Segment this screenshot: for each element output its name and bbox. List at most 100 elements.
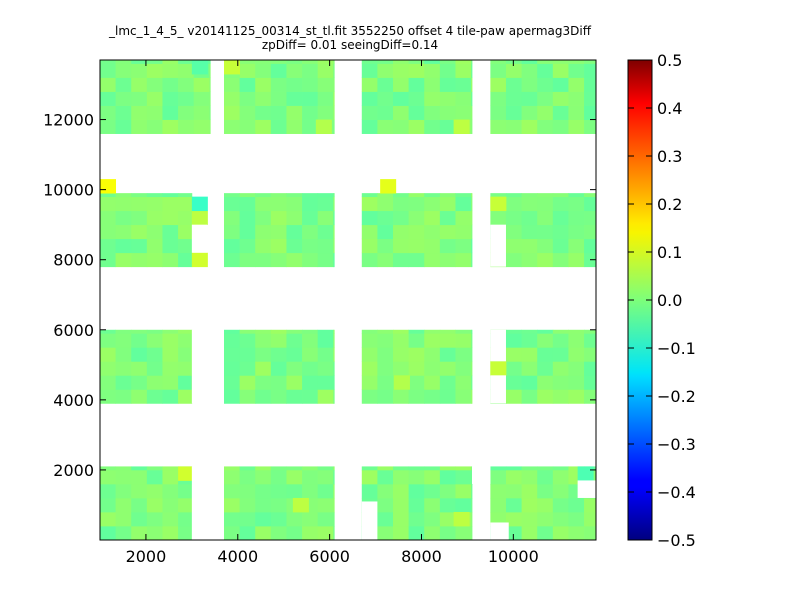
heatmap-cell bbox=[439, 361, 456, 376]
heatmap-cell bbox=[193, 77, 210, 92]
heatmap-cell bbox=[317, 329, 334, 334]
colorbar-tick-label: 0.1 bbox=[657, 243, 682, 262]
heatmap-cell bbox=[162, 119, 179, 134]
heatmap-cell bbox=[178, 196, 193, 212]
heatmap-cell bbox=[286, 469, 303, 485]
heatmap-cell bbox=[584, 525, 596, 540]
heatmap-cell bbox=[424, 224, 441, 240]
heatmap-cell bbox=[317, 347, 334, 362]
heatmap-cell bbox=[270, 63, 287, 78]
heatmap-cell bbox=[178, 210, 193, 226]
heatmap-empty-cell bbox=[490, 375, 506, 404]
heatmap-cell bbox=[178, 333, 193, 348]
heatmap-cell bbox=[286, 511, 303, 527]
heatmap-cell bbox=[505, 193, 522, 198]
heatmap-cell bbox=[333, 119, 335, 134]
heatmap-empty-cell bbox=[577, 480, 596, 498]
heatmap-cell bbox=[302, 466, 319, 471]
heatmap-cell bbox=[162, 497, 179, 513]
heatmap-cell bbox=[361, 193, 378, 198]
heatmap-cell bbox=[100, 63, 117, 78]
heatmap-cell bbox=[424, 210, 441, 226]
heatmap-cell bbox=[455, 329, 472, 334]
heatmap-cell bbox=[239, 105, 256, 120]
heatmap-cell bbox=[146, 63, 163, 78]
heatmap-cell bbox=[490, 119, 507, 134]
heatmap-cell bbox=[455, 238, 472, 254]
heatmap-cell bbox=[224, 347, 241, 362]
heatmap-cell bbox=[568, 252, 585, 268]
heatmap-cell bbox=[224, 210, 241, 226]
heatmap-cell bbox=[224, 91, 241, 106]
heatmap-cell bbox=[584, 511, 596, 527]
heatmap-cell bbox=[393, 60, 410, 64]
heatmap-cell bbox=[537, 329, 554, 334]
heatmap-cell bbox=[361, 347, 378, 362]
heatmap-cell bbox=[361, 238, 378, 254]
heatmap-cell bbox=[224, 105, 241, 120]
heatmap-cell bbox=[131, 525, 148, 540]
heatmap-cell bbox=[162, 483, 179, 499]
heatmap-cell bbox=[131, 333, 148, 348]
heatmap-cell bbox=[505, 63, 522, 78]
heatmap-cell bbox=[100, 252, 117, 268]
heatmap-cell bbox=[505, 105, 522, 120]
heatmap-cell bbox=[333, 252, 335, 268]
heatmap-cell bbox=[584, 60, 596, 64]
heatmap-cell bbox=[584, 361, 596, 376]
heatmap-cell bbox=[521, 375, 538, 390]
heatmap-cell bbox=[209, 105, 211, 120]
heatmap-cell bbox=[393, 210, 410, 226]
heatmap-cell bbox=[224, 361, 241, 376]
heatmap-cell bbox=[455, 525, 472, 540]
heatmap-cell bbox=[361, 119, 378, 134]
heatmap-cell bbox=[333, 525, 335, 540]
colorbar-ticks: 0.5 0.4 0.3 0.2 0.1 0.0 −0.1 −0.2 −0.3 −0.4 −0.5 bbox=[628, 51, 696, 550]
heatmap-cell bbox=[239, 347, 256, 362]
heatmap-cell-highlight bbox=[191, 252, 208, 268]
heatmap-cell bbox=[333, 361, 335, 376]
heatmap-cell bbox=[115, 329, 132, 334]
heatmap-cell bbox=[239, 119, 256, 134]
heatmap-cell bbox=[393, 469, 410, 485]
heatmap-cell bbox=[224, 238, 241, 254]
x-tick-label: 10000 bbox=[488, 547, 539, 566]
heatmap-cell bbox=[505, 497, 522, 513]
heatmap-cell bbox=[255, 238, 272, 254]
heatmap-cell bbox=[584, 224, 596, 240]
heatmap-cell bbox=[255, 224, 272, 240]
heatmap-cell bbox=[270, 238, 287, 254]
heatmap-cell bbox=[568, 511, 585, 527]
heatmap-cell bbox=[255, 60, 272, 64]
heatmap-cell bbox=[239, 497, 256, 513]
axis-ticks: 2000 4000 6000 8000 10000 2000 4000 6000 8000 100… bbox=[43, 60, 596, 566]
heatmap-empty-cell bbox=[490, 329, 506, 362]
heatmap-cell bbox=[239, 196, 256, 212]
heatmap-cell bbox=[568, 375, 585, 390]
heatmap-cell bbox=[505, 469, 522, 485]
heatmap-cell bbox=[377, 361, 394, 376]
heatmap-cell bbox=[393, 252, 410, 268]
heatmap-cell bbox=[490, 77, 507, 92]
heatmap-cell bbox=[521, 511, 538, 527]
heatmap-cell bbox=[393, 105, 410, 120]
heatmap-cell bbox=[317, 333, 334, 348]
heatmap-cell bbox=[471, 497, 473, 513]
heatmap-cell bbox=[455, 375, 472, 390]
heatmap-cell bbox=[131, 252, 148, 268]
heatmap-cell bbox=[131, 497, 148, 513]
heatmap-cell bbox=[505, 238, 522, 254]
heatmap-cell bbox=[471, 511, 473, 527]
heatmap-cell bbox=[255, 210, 272, 226]
heatmap-cell bbox=[100, 525, 117, 540]
heatmap-cell bbox=[270, 193, 287, 198]
heatmap-cell bbox=[286, 375, 303, 390]
heatmap-cell bbox=[162, 333, 179, 348]
heatmap-cell bbox=[317, 63, 334, 78]
heatmap-cell bbox=[333, 91, 335, 106]
heatmap-cell bbox=[239, 252, 256, 268]
heatmap-cell bbox=[100, 483, 117, 499]
heatmap-cell bbox=[333, 375, 335, 390]
heatmap-cell bbox=[471, 252, 473, 268]
heatmap-cell bbox=[377, 375, 394, 390]
